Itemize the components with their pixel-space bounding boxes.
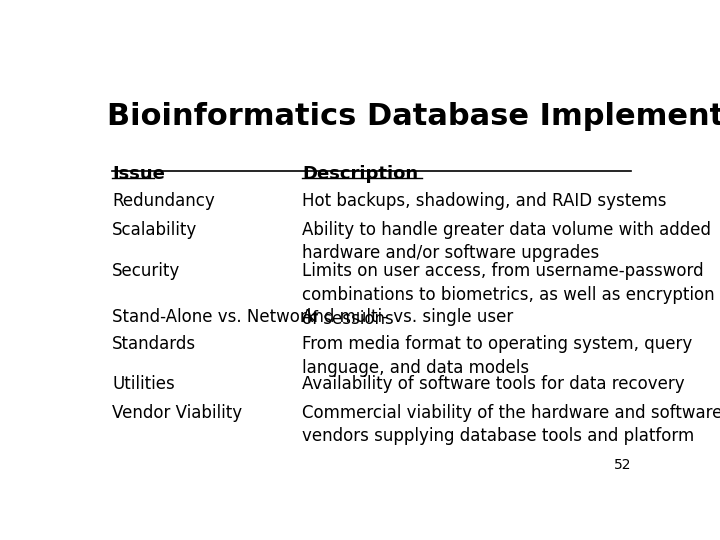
Text: Limits on user access, from username-password
combinations to biometrics, as wel: Limits on user access, from username-pas… (302, 262, 715, 327)
Text: Security: Security (112, 262, 181, 280)
Text: And multi- vs. single user: And multi- vs. single user (302, 308, 513, 326)
Text: Standards: Standards (112, 335, 197, 353)
Text: Utilities: Utilities (112, 375, 175, 393)
Text: 52: 52 (613, 458, 631, 472)
Text: Ability to handle greater data volume with added
hardware and/or software upgrad: Ability to handle greater data volume wi… (302, 221, 711, 262)
Text: From media format to operating system, query
language, and data models: From media format to operating system, q… (302, 335, 693, 377)
Text: Bioinformatics Database Implementation Issues: Bioinformatics Database Implementation I… (107, 102, 720, 131)
Text: Scalability: Scalability (112, 221, 197, 239)
Text: Description: Description (302, 165, 418, 183)
Text: Commercial viability of the hardware and software
vendors supplying database too: Commercial viability of the hardware and… (302, 404, 720, 446)
Text: Redundancy: Redundancy (112, 192, 215, 210)
Text: Availability of software tools for data recovery: Availability of software tools for data … (302, 375, 685, 393)
Text: Stand-Alone vs. Network: Stand-Alone vs. Network (112, 308, 317, 326)
Text: Issue: Issue (112, 165, 165, 183)
Text: Hot backups, shadowing, and RAID systems: Hot backups, shadowing, and RAID systems (302, 192, 667, 210)
Text: Vendor Viability: Vendor Viability (112, 404, 243, 422)
